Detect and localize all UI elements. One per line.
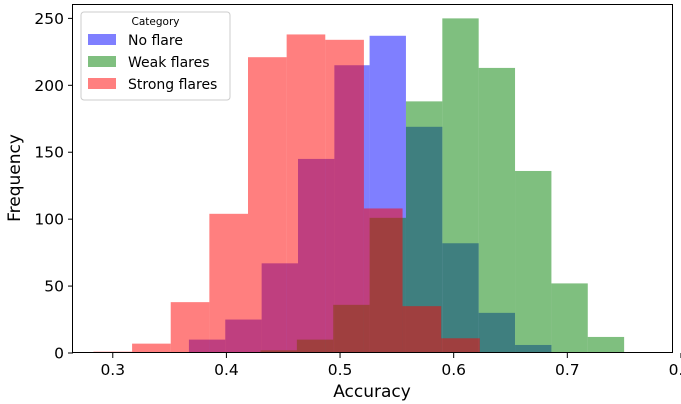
legend-label-weak-flares: Weak flares bbox=[128, 55, 210, 71]
bar-strong-flares-2 bbox=[170, 302, 210, 353]
bar-weak-flares-8 bbox=[551, 283, 588, 353]
legend-label-no-flare: No flare bbox=[128, 33, 183, 49]
y-tick-label: 200 bbox=[34, 77, 64, 95]
legend-swatch-weak-flares bbox=[88, 56, 116, 67]
y-axis-ticks: 0 50 100 150 200 250 bbox=[34, 10, 73, 363]
x-tick-label: 0.4 bbox=[214, 361, 239, 379]
bar-weak-flares-5 bbox=[442, 18, 479, 353]
x-axis-ticks: 0.3 0.4 0.5 0.6 0.7 0.8 bbox=[100, 353, 681, 379]
legend-title: Category bbox=[132, 16, 180, 28]
bar-strong-flares-3 bbox=[209, 213, 248, 353]
bar-strong-flares-9 bbox=[441, 338, 480, 353]
x-tick-label: 0.8 bbox=[669, 361, 681, 379]
x-tick-label: 0.7 bbox=[555, 361, 580, 379]
y-tick-label: 0 bbox=[54, 345, 64, 363]
y-tick-label: 50 bbox=[44, 278, 64, 296]
x-axis-label: Accuracy bbox=[333, 382, 411, 402]
y-tick-label: 250 bbox=[34, 10, 64, 28]
x-tick-label: 0.5 bbox=[328, 361, 353, 379]
legend-label-strong-flares: Strong flares bbox=[128, 77, 217, 93]
bar-weak-flares-7 bbox=[515, 170, 552, 353]
bar-strong-flares-6 bbox=[325, 39, 364, 354]
legend-box bbox=[80, 11, 231, 101]
bar-strong-flares-8 bbox=[402, 306, 442, 353]
y-axis-label: Frequency bbox=[5, 134, 25, 222]
bar-strong-flares-7 bbox=[363, 208, 403, 353]
y-tick-label: 150 bbox=[34, 144, 64, 162]
bar-weak-flares-9 bbox=[587, 336, 625, 353]
legend-swatch-strong-flares bbox=[88, 78, 116, 89]
bar-strong-flares-1 bbox=[132, 343, 171, 353]
legend: Category No flare Weak flares Strong flare… bbox=[80, 11, 231, 101]
histogram-bars bbox=[93, 18, 625, 354]
y-tick-label: 100 bbox=[34, 211, 64, 229]
x-tick-label: 0.3 bbox=[100, 361, 125, 379]
bar-strong-flares-5 bbox=[286, 34, 326, 353]
x-tick-label: 0.6 bbox=[441, 361, 466, 379]
axes-frame bbox=[72, 4, 673, 353]
bar-strong-flares-4 bbox=[248, 57, 287, 353]
bar-weak-flares-6 bbox=[478, 67, 516, 353]
legend-swatch-no-flare bbox=[88, 34, 116, 45]
